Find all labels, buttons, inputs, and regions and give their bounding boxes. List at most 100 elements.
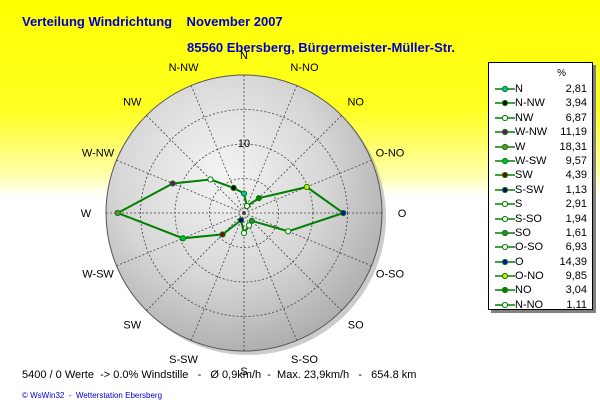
direction-label-O-SO: O-SO	[376, 268, 405, 280]
direction-label-W-SW: W-SW	[82, 268, 114, 280]
legend-item: O-NO 9,85	[489, 269, 592, 283]
legend-item: O-SO 6,93	[489, 240, 592, 254]
legend-value: 3,94	[565, 97, 587, 110]
legend-label: W	[515, 140, 526, 153]
direction-label-NO: NO	[347, 96, 364, 108]
legend-symbol-W	[495, 143, 515, 150]
data-point-W	[114, 209, 121, 217]
direction-label-N-NO: N-NO	[290, 62, 319, 74]
data-point-N-NO	[243, 202, 251, 210]
legend-item: O 14,39	[489, 255, 592, 269]
legend-value: 1,61	[565, 226, 587, 239]
data-point-O-NO	[303, 183, 310, 191]
legend-item: N-NO 1,11	[489, 298, 592, 312]
chart-title: Verteilung Windrichtung November 2007	[22, 14, 283, 29]
legend-item: S-SW 1,13	[489, 183, 592, 197]
legend-value: 1,94	[565, 212, 587, 225]
legend-value: 11,19	[560, 126, 587, 139]
legend-item: W 18,31	[489, 140, 592, 154]
legend-label: N-NW	[515, 97, 545, 110]
spoke-S-SO	[243, 212, 298, 341]
legend-item: S 2,91	[489, 197, 592, 211]
legend-symbol-O-NO	[495, 272, 515, 280]
spoke-S-SW	[190, 212, 245, 341]
legend-label: SW	[515, 169, 533, 182]
legend-item: N 2,81	[489, 82, 592, 96]
legend-value: 18,31	[559, 140, 587, 153]
legend-label: SO	[515, 226, 531, 239]
direction-label-O-NO: O-NO	[376, 148, 405, 160]
legend-label: S-SO	[515, 212, 542, 225]
legend-value: 2,91	[565, 198, 587, 211]
data-point-NO	[255, 195, 262, 202]
legend-value: 1,13	[565, 183, 587, 196]
legend: % N 2,81 N-NW 3,94 NW 6,87 W-NW 11,19 W 18,31 W-SW…	[488, 62, 593, 312]
direction-label-SO: SO	[348, 320, 364, 332]
legend-value: 9,85	[565, 270, 587, 283]
spoke-O-SO	[243, 212, 372, 267]
legend-symbol-W-SW	[495, 157, 515, 165]
legend-rows: N 2,81 N-NW 3,94 NW 6,87 W-NW 11,19 W 18,31 W-SW 9,…	[489, 82, 592, 312]
legend-item: W-SW 9,57	[489, 154, 592, 168]
legend-item: NW 6,87	[489, 111, 592, 125]
legend-symbol-O	[495, 258, 515, 265]
spoke-W-NW	[116, 159, 245, 214]
direction-label-S-SW: S-SW	[169, 354, 198, 366]
spoke-SW	[146, 212, 245, 311]
legend-label: S	[515, 198, 523, 211]
data-point-SO	[248, 217, 255, 224]
legend-value: 14,39	[559, 255, 587, 268]
legend-item: S-SO 1,94	[489, 212, 592, 226]
legend-label: O	[515, 255, 524, 268]
legend-label: O-SO	[515, 241, 544, 254]
legend-symbol-N-NW	[495, 100, 515, 107]
legend-symbol-W-NW	[495, 129, 515, 136]
direction-label-N-NW: N-NW	[169, 62, 200, 74]
legend-item: N-NW 3,94	[489, 96, 592, 110]
data-point-W-NW	[169, 180, 176, 187]
legend-value: 9,57	[565, 154, 587, 167]
legend-label: NO	[515, 284, 532, 297]
data-point-O-SO	[285, 228, 292, 235]
legend-label: W-NW	[515, 126, 548, 139]
direction-label-NW: NW	[123, 96, 142, 108]
legend-unit: %	[557, 68, 566, 79]
direction-label-W: W	[81, 208, 92, 220]
legend-symbol-S-SW	[495, 186, 515, 193]
legend-label: W-SW	[515, 154, 547, 167]
ring-label: 10	[238, 138, 250, 150]
ring-15	[140, 109, 348, 317]
chart-subtitle: 85560 Ebersberg, Bürgermeister-Müller-St…	[187, 40, 456, 55]
spoke-N-NW	[190, 85, 245, 214]
data-point-N	[240, 190, 248, 197]
data-point-O	[340, 209, 347, 217]
legend-value: 6,87	[565, 111, 587, 124]
footer-stats: 5400 / 0 Werte -> 0.0% Windstille - Ø 0,…	[22, 369, 417, 381]
direction-label-N: N	[240, 50, 248, 62]
footer-credit: © WsWin32 - Wetterstation Ebersberg	[22, 391, 163, 400]
legend-item: NO 3,04	[489, 283, 592, 297]
direction-label-SW: SW	[123, 320, 141, 332]
ring-5	[209, 178, 279, 248]
legend-symbol-NW	[495, 114, 515, 121]
legend-symbol-S-SO	[495, 215, 515, 222]
legend-value: 1,11	[566, 298, 587, 311]
legend-label: S-SW	[515, 183, 544, 196]
legend-value: 3,04	[565, 284, 587, 297]
legend-value: 2,81	[565, 83, 587, 95]
legend-value: 4,39	[565, 169, 587, 182]
data-point-N-NW	[230, 184, 237, 191]
data-point-S-SW	[237, 217, 245, 224]
legend-value: 6,93	[565, 241, 587, 254]
legend-symbol-NO	[495, 287, 515, 294]
legend-symbol-N-NO	[495, 301, 515, 308]
legend-label: O-NO	[515, 270, 544, 283]
spoke-NO	[243, 115, 342, 214]
data-point-SW	[219, 231, 226, 238]
legend-label: N	[515, 83, 523, 95]
legend-symbol-SW	[495, 172, 515, 179]
data-point-NW	[207, 176, 214, 183]
direction-label-W-NW: W-NW	[82, 148, 115, 160]
legend-item: SO 1,61	[489, 226, 592, 240]
